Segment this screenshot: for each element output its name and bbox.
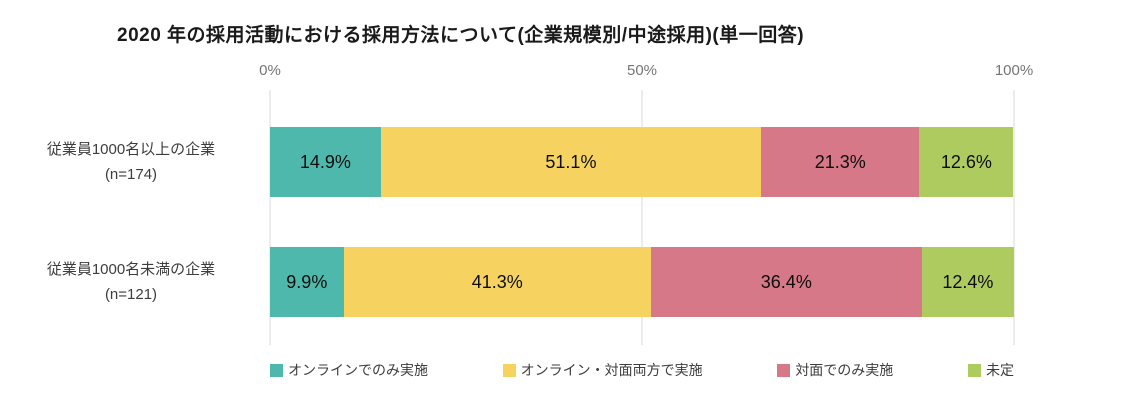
chart-title: 2020 年の採用活動における採用方法について(企業規模別/中途採用)(単一回答… [117,25,805,46]
category-sample-size: (n=121) [104,286,158,303]
plot-area: 0% 50% 100% 14.9% 51.1% 21.3% 12.6% 9.9% 41.3% 3… [259,62,1033,345]
segment-value-label: 12.6% [940,151,992,172]
legend-item: 未定 [967,360,1014,380]
bar-segment: 9.9% [270,247,344,317]
legend-item: 対面でのみ実施 [777,360,893,380]
legend-swatch [777,363,791,377]
legend-label: オンラインでのみ実施 [288,362,428,378]
category-label: 従業員1000名未満の企業 (n=121) [0,247,262,317]
bar-segment: 41.3% [343,247,651,317]
legend: オンラインでのみ実施 オンライン・対面両方で実施 対面でのみ実施 未定 [270,360,1014,380]
gridline [269,90,271,345]
gridline [1013,90,1015,345]
segment-value-label: 12.4% [942,271,994,292]
legend-label: オンライン・対面両方で実施 [520,362,703,378]
legend-item: オンライン・対面両方で実施 [502,360,703,380]
bar-segment: 21.3% [761,127,920,197]
bar-segment: 36.4% [650,247,922,317]
bar-rows: 14.9% 51.1% 21.3% 12.6% 9.9% 41.3% 36.4% 12.4% [270,62,1014,345]
category-sample-size: (n=174) [104,166,158,183]
legend-label: 対面でのみ実施 [795,362,894,378]
segment-value-label: 21.3% [814,151,866,172]
gridlines [269,90,1015,345]
legend-item: オンラインでのみ実施 [270,360,428,380]
bar-segment: 14.9% [270,127,381,197]
legend-swatch [502,363,516,377]
legend-label: 未定 [985,362,1014,378]
bar-segment: 12.6% [919,127,1014,197]
legend-swatch [270,363,283,377]
segment-value-label: 9.9% [286,271,328,292]
x-axis-tick-label: 0% [259,62,281,79]
segment-value-label: 14.9% [299,151,351,172]
bar-segment: 51.1% [380,127,762,197]
bar-segment: 12.4% [921,247,1014,317]
segment-value-label: 51.1% [545,151,597,172]
segment-value-label: 41.3% [471,271,523,292]
category-name: 従業員1000名未満の企業 [46,261,216,278]
category-label: 従業員1000名以上の企業 (n=174) [0,127,262,197]
category-name: 従業員1000名以上の企業 [46,141,216,158]
category-labels: 従業員1000名以上の企業 (n=174) 従業員1000名未満の企業 (n=121) [0,62,262,345]
gridline [641,90,643,345]
x-axis-tick-label: 100% [994,62,1034,79]
bar-row: 9.9% 41.3% 36.4% 12.4% [270,247,1014,317]
segment-value-label: 36.4% [760,271,812,292]
x-axis-ticks: 0% 50% 100% [259,62,1033,82]
bar-row: 14.9% 51.1% 21.3% 12.6% [270,127,1014,197]
legend-swatch [967,363,981,377]
x-axis-tick-label: 50% [626,62,658,79]
